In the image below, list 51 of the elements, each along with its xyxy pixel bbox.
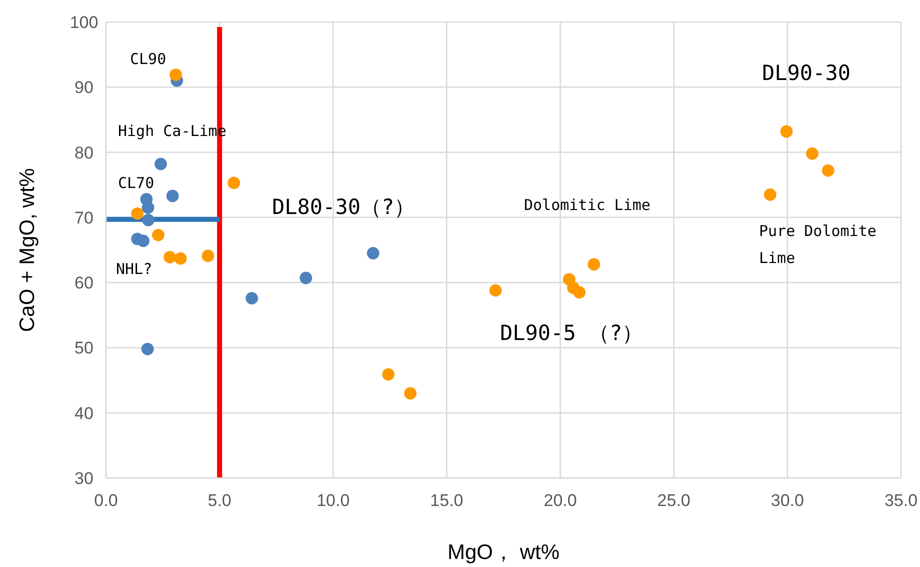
y-tick-label: 50 [74, 338, 94, 358]
y-tick-label: 100 [70, 13, 98, 32]
y-tick-label: 80 [74, 143, 94, 162]
annotation: CL90 [130, 50, 166, 68]
point [141, 342, 154, 356]
point [202, 250, 214, 262]
point [174, 252, 187, 265]
point [382, 368, 395, 381]
annotation: DL90-30 [762, 61, 851, 85]
point [228, 176, 240, 190]
point [366, 247, 380, 260]
x-tick-label: 25.0 [657, 491, 690, 510]
annotation: CL70 [118, 174, 154, 192]
point [170, 68, 182, 81]
x-tick-label: 30.0 [770, 491, 804, 510]
point [822, 164, 834, 177]
point [142, 214, 154, 226]
point [780, 125, 793, 138]
point [489, 284, 502, 297]
point [142, 201, 154, 214]
y-tick-label: 30 [74, 469, 94, 488]
point [164, 250, 176, 264]
y-tick-label: 70 [74, 208, 94, 228]
annotation: Pure Dolomite Lime [759, 222, 876, 267]
annotation: NHL? [116, 260, 152, 278]
y-tick-label: 90 [74, 78, 94, 98]
y-tick-label: 60 [74, 274, 94, 293]
point [806, 147, 818, 160]
point [166, 190, 179, 202]
x-tick-label: 15.0 [430, 491, 464, 510]
annotation: DL80-30（?） [272, 195, 416, 219]
annotation: DL90-5 （?） [500, 321, 644, 345]
x-tick-label: 35.0 [884, 491, 918, 510]
x-axis-title: MgO， wt% [447, 541, 560, 564]
point [588, 258, 600, 271]
point [154, 158, 167, 170]
point [573, 286, 586, 299]
y-tick-label: 40 [74, 404, 94, 423]
point [131, 207, 144, 220]
point [404, 387, 417, 400]
point [764, 188, 776, 201]
point [152, 228, 164, 242]
point [246, 292, 258, 304]
x-tick-label: 0.0 [94, 491, 118, 510]
point [300, 272, 312, 284]
x-tick-label: 10.0 [316, 491, 350, 510]
x-tick-label: 20.0 [544, 491, 577, 510]
y-axis-title: CaO + MgO, wt% [16, 168, 39, 332]
annotation: Dolomitic Lime [524, 196, 650, 214]
point [137, 234, 150, 248]
x-tick-label: 5.0 [208, 491, 232, 510]
